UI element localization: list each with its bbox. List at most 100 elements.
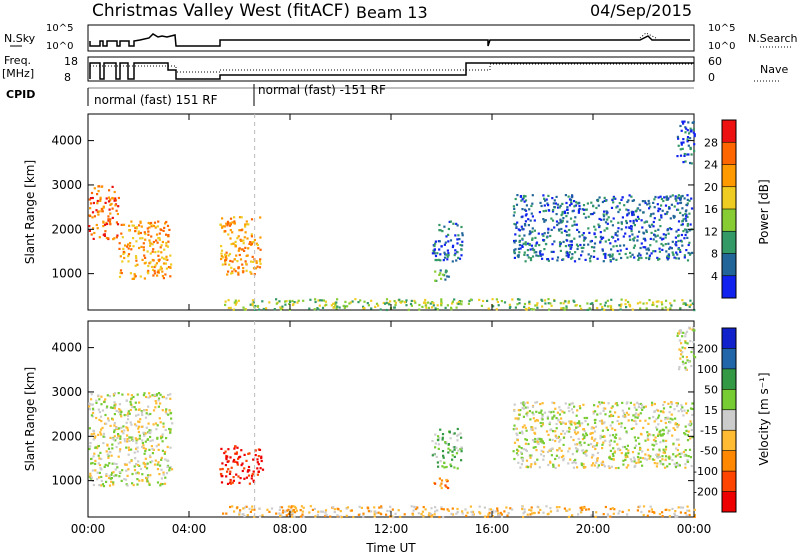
- data-cell: [673, 256, 676, 259]
- data-cell: [593, 225, 596, 228]
- data-cell: [558, 421, 562, 424]
- data-cell: [668, 457, 671, 460]
- data-cell: [616, 234, 619, 237]
- data-cell: [98, 471, 101, 474]
- data-cell: [653, 410, 657, 413]
- data-cell: [618, 202, 621, 205]
- data-cell: [232, 479, 235, 482]
- data-cell: [582, 403, 585, 406]
- data-cell: [668, 207, 671, 210]
- data-cell: [684, 213, 687, 216]
- data-cell: [536, 458, 539, 461]
- data-cell: [614, 232, 617, 235]
- data-cell: [558, 413, 562, 416]
- data-cell: [285, 300, 288, 303]
- data-cell: [373, 506, 376, 509]
- data-cell: [584, 216, 587, 219]
- data-cell: [249, 270, 252, 274]
- data-cell: [633, 256, 636, 259]
- data-cell: [159, 268, 162, 271]
- data-cell: [157, 443, 160, 446]
- data-cell: [399, 515, 402, 518]
- data-cell: [166, 245, 169, 248]
- data-cell: [142, 249, 145, 252]
- colorbar-tick-label: 8: [711, 248, 718, 261]
- data-cell: [631, 253, 634, 256]
- data-cell: [302, 506, 305, 509]
- data-cell: [275, 302, 278, 305]
- data-cell: [169, 266, 172, 269]
- data-cell: [169, 254, 172, 257]
- data-cell: [598, 419, 601, 423]
- data-cell: [688, 229, 691, 232]
- data-cell: [161, 483, 164, 486]
- data-cell: [680, 342, 683, 345]
- data-cell: [689, 147, 692, 150]
- data-cell: [132, 439, 135, 442]
- data-cell: [612, 195, 615, 198]
- data-cell: [123, 478, 126, 481]
- data-cell: [570, 246, 573, 249]
- data-cell: [100, 403, 103, 406]
- data-cell: [168, 469, 171, 472]
- colorbar-swatch: [722, 186, 736, 210]
- data-cell: [643, 221, 646, 224]
- data-cell: [229, 222, 232, 225]
- data-cell: [145, 409, 148, 412]
- data-cell: [592, 412, 595, 415]
- data-cell: [602, 407, 605, 410]
- data-cell: [253, 238, 256, 242]
- data-cell: [692, 128, 695, 131]
- data-cell: [137, 232, 140, 235]
- data-cell: [472, 513, 475, 516]
- data-cell: [684, 433, 687, 436]
- data-cell: [657, 434, 660, 437]
- data-cell: [385, 298, 389, 301]
- data-cell: [678, 339, 681, 342]
- data-cell: [100, 457, 103, 461]
- y-tick-label: 4000: [51, 134, 82, 148]
- data-cell: [639, 402, 643, 406]
- data-cell: [642, 426, 645, 429]
- data-cell: [560, 432, 563, 435]
- data-cell: [258, 260, 261, 263]
- data-cell: [107, 456, 110, 459]
- data-cell: [450, 512, 453, 515]
- nsky-tick-bottom: 10^0: [46, 41, 73, 52]
- data-cell: [308, 511, 311, 514]
- data-cell: [652, 225, 655, 228]
- data-cell: [103, 422, 107, 425]
- data-cell: [516, 433, 519, 437]
- data-cell: [127, 446, 130, 449]
- power-colorbar-label: Power [dB]: [757, 179, 771, 244]
- data-cell: [645, 230, 648, 233]
- data-cell: [675, 241, 678, 244]
- data-cell: [686, 136, 690, 139]
- data-cell: [441, 450, 445, 453]
- data-cell: [680, 143, 683, 146]
- data-cell: [456, 467, 459, 470]
- data-cell: [584, 420, 587, 423]
- data-cell: [681, 360, 684, 363]
- data-cell: [91, 211, 95, 214]
- data-cell: [526, 414, 529, 417]
- velocity-colorbar-label: Velocity [m s⁻¹]: [757, 372, 771, 465]
- data-cell: [599, 437, 602, 440]
- data-cell: [440, 302, 443, 305]
- power-ylabel: Slant Range [km]: [23, 160, 37, 264]
- x-tick-label: 00:00: [71, 522, 106, 536]
- data-cell: [586, 302, 589, 305]
- data-cell: [107, 237, 110, 240]
- data-cell: [88, 229, 91, 232]
- data-cell: [559, 221, 562, 224]
- data-cell: [652, 434, 655, 437]
- data-cell: [261, 514, 264, 517]
- data-cell: [159, 421, 162, 424]
- data-cell: [581, 234, 584, 237]
- data-cell: [147, 233, 150, 236]
- data-cell: [682, 331, 685, 334]
- data-cell: [134, 423, 137, 426]
- data-cell: [513, 251, 516, 254]
- data-cell: [125, 446, 128, 449]
- data-cell: [157, 254, 160, 257]
